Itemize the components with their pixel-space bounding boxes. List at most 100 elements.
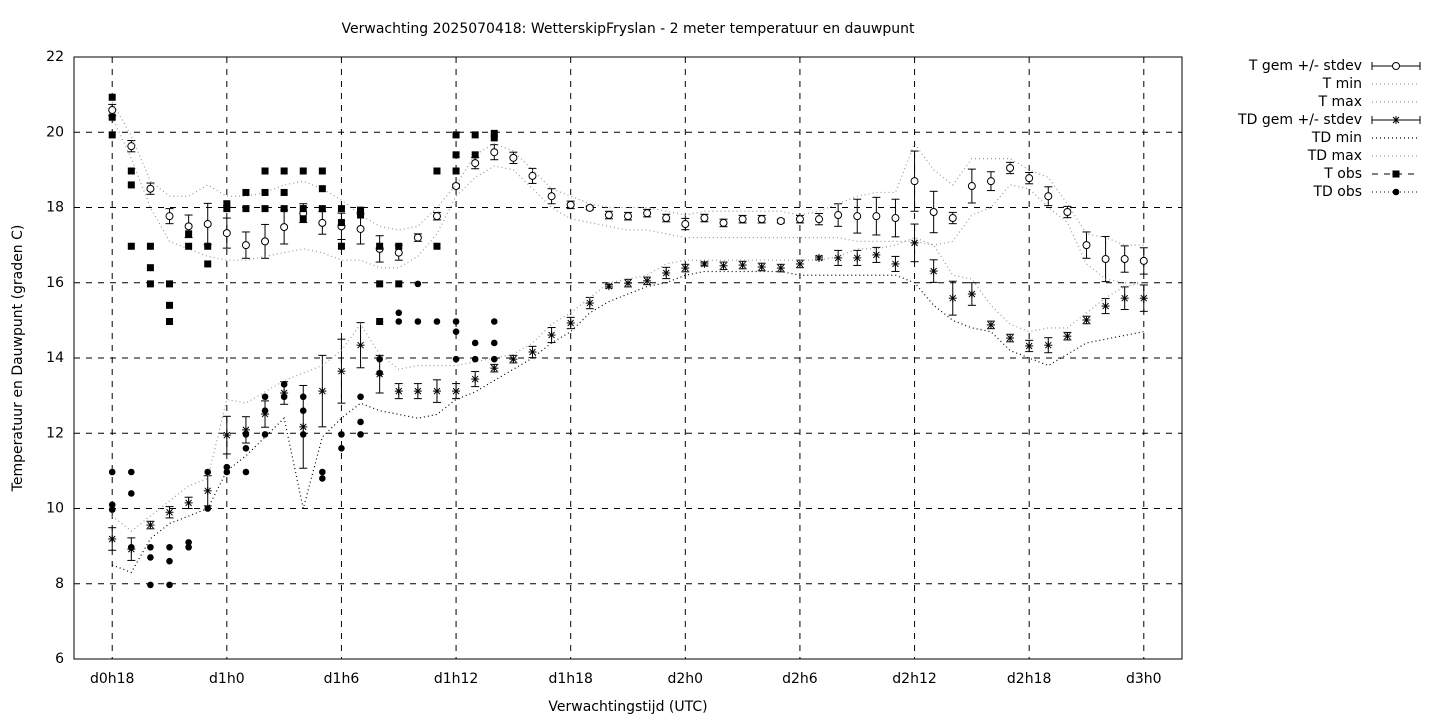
legend-label: TD obs (1312, 184, 1362, 200)
marker-shape (127, 242, 135, 250)
marker (872, 212, 881, 221)
marker (280, 393, 288, 401)
marker (166, 301, 174, 309)
marker-shape (166, 318, 174, 326)
marker (834, 211, 843, 220)
marker (318, 387, 327, 396)
marker-shape (376, 355, 383, 363)
marker (319, 475, 326, 482)
marker (1392, 188, 1400, 196)
marker-shape (414, 280, 422, 288)
marker (986, 177, 995, 186)
marker (319, 468, 326, 476)
marker-shape (949, 294, 957, 302)
marker-shape (738, 215, 747, 224)
marker-shape (166, 581, 173, 589)
marker (242, 188, 250, 196)
marker-shape (318, 218, 327, 227)
marker-shape (452, 328, 460, 335)
marker (223, 205, 231, 213)
marker (376, 369, 383, 377)
marker (547, 192, 556, 201)
marker (223, 468, 231, 476)
x-tick-label: d1h6 (324, 671, 360, 687)
marker (948, 214, 957, 223)
marker (1025, 174, 1034, 183)
legend-sample (1371, 62, 1421, 70)
marker-shape (280, 381, 288, 388)
marker-shape (146, 184, 155, 193)
marker (967, 290, 976, 299)
marker (490, 318, 498, 325)
marker (376, 355, 383, 363)
marker (1006, 163, 1015, 172)
marker-shape (261, 167, 269, 175)
marker (357, 206, 365, 214)
marker-shape (204, 505, 212, 512)
marker-shape (1064, 332, 1071, 340)
marker (1392, 116, 1400, 124)
marker (261, 167, 269, 175)
marker (261, 188, 269, 196)
marker (452, 318, 460, 325)
marker (681, 220, 690, 229)
marker (1392, 170, 1400, 178)
y-tick-label: 18 (46, 200, 64, 216)
marker-shape (299, 407, 307, 414)
marker-shape (376, 369, 383, 377)
marker (433, 167, 441, 175)
marker (299, 431, 307, 438)
marker (261, 431, 269, 438)
marker-shape (776, 217, 785, 226)
marker (490, 129, 498, 137)
marker (452, 328, 460, 335)
marker-shape (280, 167, 288, 175)
marker (166, 581, 173, 589)
marker-shape (1006, 163, 1015, 172)
y-axis-label: Temperatuur en Dauwpunt (graden C) (10, 225, 26, 493)
marker-shape (528, 171, 537, 180)
marker (413, 233, 422, 242)
marker-shape (147, 521, 154, 529)
marker-shape (586, 299, 594, 307)
y-tick-label: 10 (46, 501, 64, 517)
marker-shape (166, 543, 173, 551)
marker (624, 279, 632, 288)
marker (471, 375, 480, 384)
marker (337, 219, 345, 227)
marker-shape (471, 131, 479, 139)
marker-shape (376, 318, 384, 326)
marker-shape (1044, 341, 1052, 349)
marker-shape (1025, 342, 1033, 350)
marker (1044, 341, 1053, 350)
marker-shape (452, 151, 460, 159)
marker (146, 264, 154, 272)
marker-shape (968, 290, 976, 298)
marker (146, 280, 154, 288)
marker (127, 142, 136, 151)
marker-shape (490, 148, 499, 157)
marker (1044, 192, 1053, 201)
marker-shape (433, 318, 441, 325)
marker-shape (337, 205, 345, 213)
marker (414, 280, 422, 288)
marker-shape (280, 188, 288, 196)
marker-shape (1140, 294, 1148, 302)
marker (757, 215, 766, 224)
marker (203, 486, 212, 495)
marker (146, 521, 155, 530)
marker (471, 159, 480, 168)
marker-shape (242, 431, 250, 438)
marker-shape (337, 219, 345, 227)
marker (318, 167, 326, 175)
marker (891, 259, 900, 268)
marker-shape (529, 348, 536, 356)
marker (452, 131, 460, 139)
marker (414, 318, 422, 325)
marker (566, 200, 575, 209)
marker-shape (795, 215, 804, 224)
marker-shape (433, 242, 441, 250)
marker (757, 262, 766, 271)
marker (738, 215, 747, 224)
marker (528, 171, 537, 180)
